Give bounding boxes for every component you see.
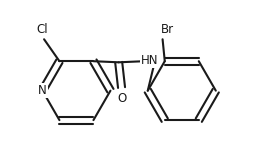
Text: Cl: Cl <box>36 23 48 36</box>
Text: N: N <box>38 84 47 97</box>
Text: O: O <box>117 92 126 105</box>
Text: Br: Br <box>161 23 174 36</box>
Text: HN: HN <box>141 54 158 67</box>
